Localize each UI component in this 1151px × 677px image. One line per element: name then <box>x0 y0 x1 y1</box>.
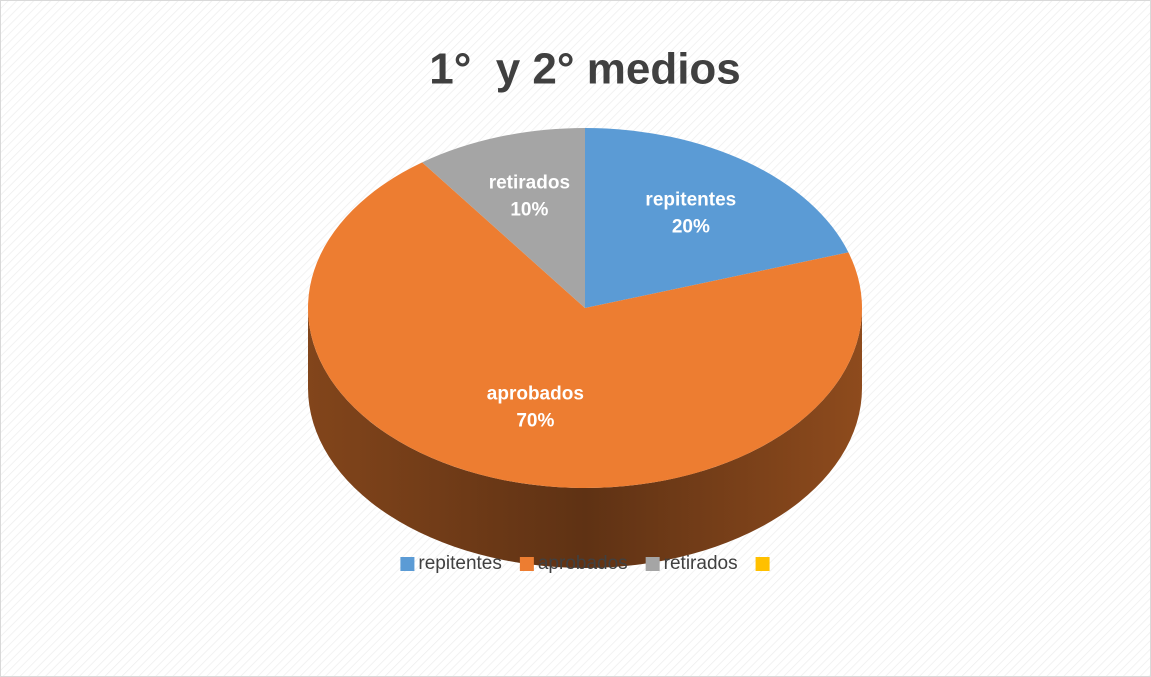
plot-area: repitentes 20% aprobados 70% retirados 10% <box>307 128 862 568</box>
legend-swatch <box>755 557 770 571</box>
legend-swatch <box>400 557 415 571</box>
legend-item: repitentes <box>400 553 502 574</box>
legend-item <box>755 557 770 571</box>
legend: repitentes aprobados retirados <box>400 553 770 574</box>
legend-item: aprobados <box>519 553 628 574</box>
slice <box>307 162 862 489</box>
data-label: 20% <box>672 216 710 237</box>
data-label-category: repitentes <box>645 189 736 210</box>
data-label: 70% <box>516 410 554 431</box>
legend-item: retirados <box>645 553 738 574</box>
data-label: 10% <box>510 200 548 221</box>
legend-label: repitentes <box>418 553 501 574</box>
legend-label: aprobados <box>538 553 628 574</box>
legend-label: retirados <box>664 553 738 574</box>
slice <box>585 128 849 308</box>
data-label-category: retirados <box>489 173 570 194</box>
data-label-category: aprobados <box>487 383 584 404</box>
chart-title: 1° y 2° medios <box>429 45 741 94</box>
slice <box>422 128 585 308</box>
slice-side <box>308 308 862 568</box>
legend-swatch <box>519 557 534 571</box>
legend-swatch <box>645 557 660 571</box>
